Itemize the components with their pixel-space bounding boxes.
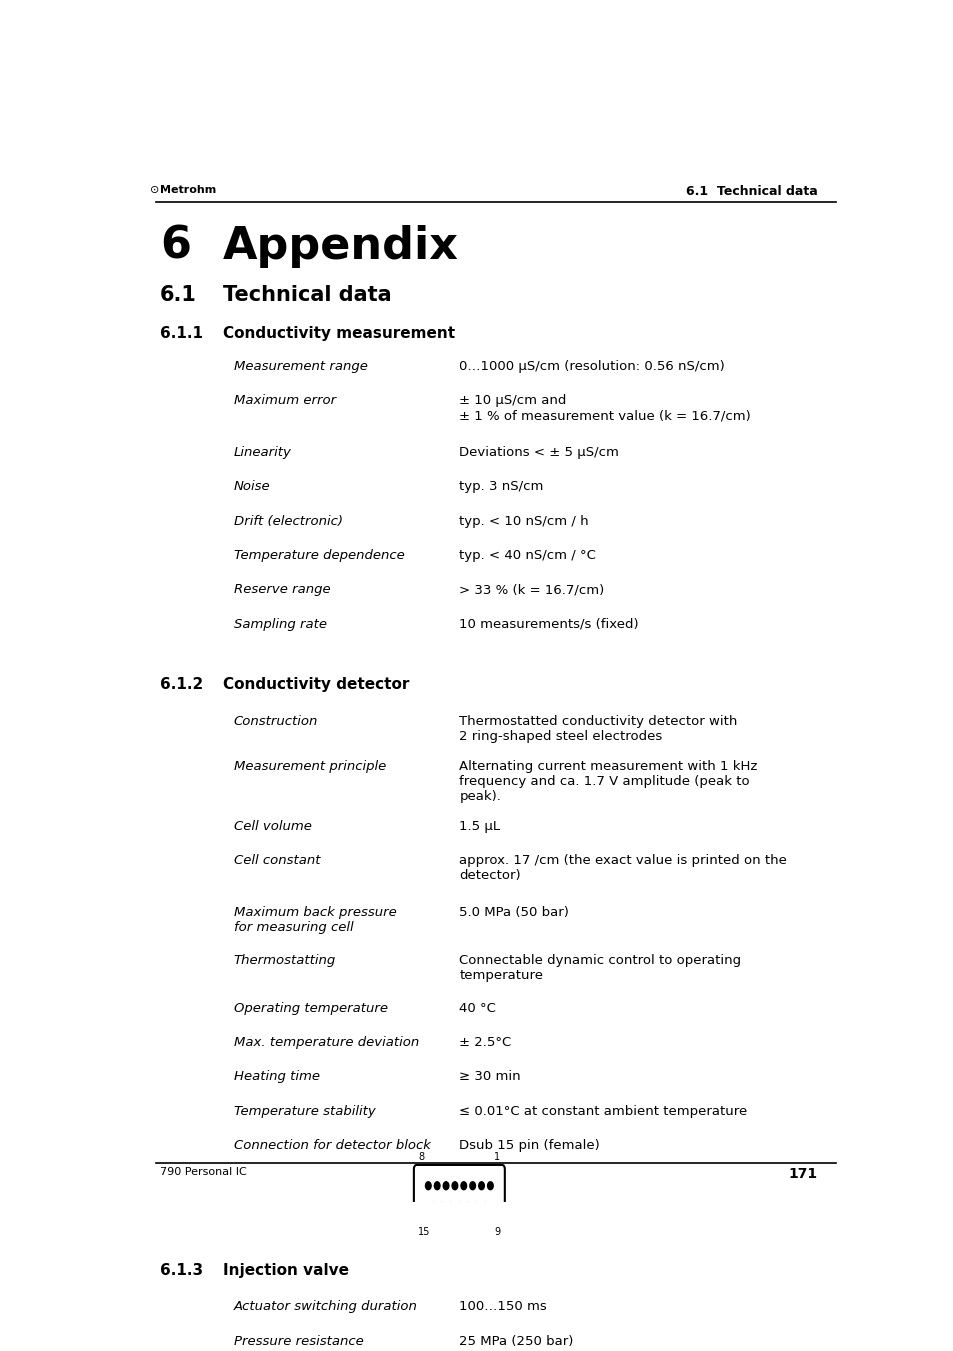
Text: 171: 171 bbox=[788, 1167, 817, 1181]
Text: 9: 9 bbox=[494, 1227, 500, 1238]
Text: 790 Personal IC: 790 Personal IC bbox=[160, 1167, 247, 1177]
Circle shape bbox=[487, 1182, 493, 1190]
Text: Technical data: Technical data bbox=[222, 285, 391, 305]
Text: Cell constant: Cell constant bbox=[233, 854, 320, 867]
Text: Operating temperature: Operating temperature bbox=[233, 1001, 388, 1015]
Text: ± 10 μS/cm and
± 1 % of measurement value (k = 16.7/cm): ± 10 μS/cm and ± 1 % of measurement valu… bbox=[459, 394, 750, 422]
Text: Connection for detector block: Connection for detector block bbox=[233, 1139, 430, 1152]
Text: ≥ 30 min: ≥ 30 min bbox=[459, 1070, 520, 1084]
Text: Sampling rate: Sampling rate bbox=[233, 617, 327, 631]
Circle shape bbox=[465, 1202, 470, 1210]
Text: 6.1  Technical data: 6.1 Technical data bbox=[685, 185, 817, 199]
Text: Conductivity measurement: Conductivity measurement bbox=[222, 327, 455, 342]
Text: Conductivity detector: Conductivity detector bbox=[222, 677, 409, 692]
Text: Noise: Noise bbox=[233, 481, 271, 493]
Circle shape bbox=[448, 1202, 453, 1210]
Text: Appendix: Appendix bbox=[222, 224, 458, 267]
Text: Measurement range: Measurement range bbox=[233, 359, 367, 373]
Text: ± 2.5°C: ± 2.5°C bbox=[459, 1036, 511, 1048]
Text: 6.1.3: 6.1.3 bbox=[160, 1263, 203, 1278]
Text: 1: 1 bbox=[494, 1152, 500, 1162]
Circle shape bbox=[474, 1202, 479, 1210]
Text: typ. < 40 nS/cm / °C: typ. < 40 nS/cm / °C bbox=[459, 549, 596, 562]
Text: 6.1.1: 6.1.1 bbox=[160, 327, 203, 342]
Text: typ. 3 nS/cm: typ. 3 nS/cm bbox=[459, 481, 543, 493]
Text: > 33 % (k = 16.7/cm): > 33 % (k = 16.7/cm) bbox=[459, 584, 604, 596]
Text: 6: 6 bbox=[160, 224, 191, 267]
Text: 1.5 μL: 1.5 μL bbox=[459, 820, 500, 832]
Text: 25 MPa (250 bar): 25 MPa (250 bar) bbox=[459, 1335, 573, 1347]
Text: Injection valve: Injection valve bbox=[222, 1263, 349, 1278]
Text: Heating time: Heating time bbox=[233, 1070, 319, 1084]
Text: ⊙: ⊙ bbox=[151, 185, 159, 195]
Circle shape bbox=[460, 1182, 466, 1190]
Text: Maximum back pressure
for measuring cell: Maximum back pressure for measuring cell bbox=[233, 907, 396, 934]
Text: Linearity: Linearity bbox=[233, 446, 292, 459]
Text: ≤ 0.01°C at constant ambient temperature: ≤ 0.01°C at constant ambient temperature bbox=[459, 1105, 747, 1117]
Text: Thermostatted conductivity detector with
2 ring-shaped steel electrodes: Thermostatted conductivity detector with… bbox=[459, 715, 737, 743]
Text: Max. temperature deviation: Max. temperature deviation bbox=[233, 1036, 418, 1048]
Text: 10 measurements/s (fixed): 10 measurements/s (fixed) bbox=[459, 617, 639, 631]
Circle shape bbox=[456, 1202, 461, 1210]
Text: Drift (electronic): Drift (electronic) bbox=[233, 515, 342, 528]
Text: 15: 15 bbox=[417, 1227, 430, 1238]
Text: Pressure resistance: Pressure resistance bbox=[233, 1335, 363, 1347]
Text: Metrohm: Metrohm bbox=[160, 185, 216, 195]
Text: Reserve range: Reserve range bbox=[233, 584, 330, 596]
Circle shape bbox=[438, 1202, 444, 1210]
Text: 5.0 MPa (50 bar): 5.0 MPa (50 bar) bbox=[459, 907, 569, 919]
Circle shape bbox=[434, 1182, 439, 1190]
Text: Actuator switching duration: Actuator switching duration bbox=[233, 1300, 417, 1313]
Text: Thermostatting: Thermostatting bbox=[233, 954, 335, 967]
Circle shape bbox=[443, 1182, 448, 1190]
Text: Temperature stability: Temperature stability bbox=[233, 1105, 375, 1117]
FancyBboxPatch shape bbox=[414, 1165, 504, 1227]
Text: 6.1.2: 6.1.2 bbox=[160, 677, 203, 692]
Circle shape bbox=[425, 1182, 431, 1190]
Text: 100…150 ms: 100…150 ms bbox=[459, 1300, 546, 1313]
Text: Alternating current measurement with 1 kHz
frequency and ca. 1.7 V amplitude (pe: Alternating current measurement with 1 k… bbox=[459, 761, 757, 804]
Circle shape bbox=[478, 1182, 484, 1190]
Text: approx. 17 /cm (the exact value is printed on the
detector): approx. 17 /cm (the exact value is print… bbox=[459, 854, 786, 882]
Circle shape bbox=[452, 1182, 457, 1190]
Text: Measurement principle: Measurement principle bbox=[233, 761, 386, 773]
Text: 40 °C: 40 °C bbox=[459, 1001, 496, 1015]
Circle shape bbox=[430, 1202, 436, 1210]
Text: Cell volume: Cell volume bbox=[233, 820, 312, 832]
Text: Deviations < ± 5 μS/cm: Deviations < ± 5 μS/cm bbox=[459, 446, 618, 459]
Text: Construction: Construction bbox=[233, 715, 318, 727]
Text: Maximum error: Maximum error bbox=[233, 394, 335, 407]
Circle shape bbox=[470, 1182, 475, 1190]
Text: Dsub 15 pin (female): Dsub 15 pin (female) bbox=[459, 1139, 599, 1152]
Text: 6.1: 6.1 bbox=[160, 285, 196, 305]
Circle shape bbox=[482, 1202, 488, 1210]
Text: Temperature dependence: Temperature dependence bbox=[233, 549, 404, 562]
Text: 8: 8 bbox=[417, 1152, 424, 1162]
Text: Connectable dynamic control to operating
temperature: Connectable dynamic control to operating… bbox=[459, 954, 740, 982]
Text: 0…1000 μS/cm (resolution: 0.56 nS/cm): 0…1000 μS/cm (resolution: 0.56 nS/cm) bbox=[459, 359, 724, 373]
Text: typ. < 10 nS/cm / h: typ. < 10 nS/cm / h bbox=[459, 515, 588, 528]
